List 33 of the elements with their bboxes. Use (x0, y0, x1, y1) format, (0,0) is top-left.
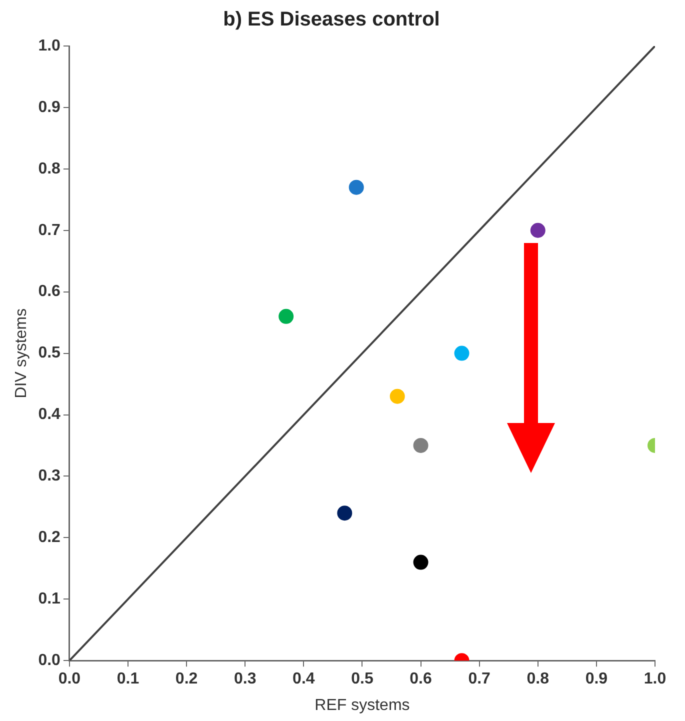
x-tick-label: 1.0 (644, 670, 666, 688)
y-axis-title: DIV systems (13, 308, 30, 398)
chart-title: b) ES Diseases control (223, 8, 440, 31)
y-tick-label: 0.3 (38, 468, 61, 485)
x-tick-label: 0.0 (58, 670, 81, 688)
y-tick-label: 0.4 (38, 406, 61, 424)
y-tick-label: 1.0 (38, 37, 61, 54)
x-axis-title: REF systems (314, 696, 410, 714)
y-tick-label: 0.5 (38, 344, 61, 362)
y-tick-label: 0.1 (38, 590, 61, 608)
y-tick-label: 0.7 (38, 222, 61, 239)
point (337, 506, 352, 521)
point (530, 222, 546, 238)
y-tick-label: 0.9 (38, 98, 61, 116)
x-tick-label: 0.5 (351, 670, 374, 688)
x-tick-label: 0.9 (585, 670, 608, 688)
point (278, 308, 294, 324)
x-tick-label: 0.7 (468, 670, 491, 688)
x-tick-label: 0.3 (234, 670, 256, 688)
point (413, 438, 428, 453)
point (390, 388, 405, 404)
x-tick-label: 0.2 (175, 670, 198, 688)
y-tick-label: 0.6 (38, 283, 61, 300)
x-tick-label: 0.4 (292, 670, 315, 688)
y-tick-label: 0.0 (38, 652, 61, 670)
point (348, 180, 364, 195)
point (413, 554, 428, 570)
x-tick-label: 0.6 (410, 670, 432, 688)
y-tick-label: 0.8 (38, 160, 61, 178)
x-tick-label: 0.1 (116, 670, 140, 688)
y-tick-label: 0.2 (38, 529, 61, 546)
point (454, 346, 470, 361)
x-tick-label: 0.8 (526, 670, 550, 688)
